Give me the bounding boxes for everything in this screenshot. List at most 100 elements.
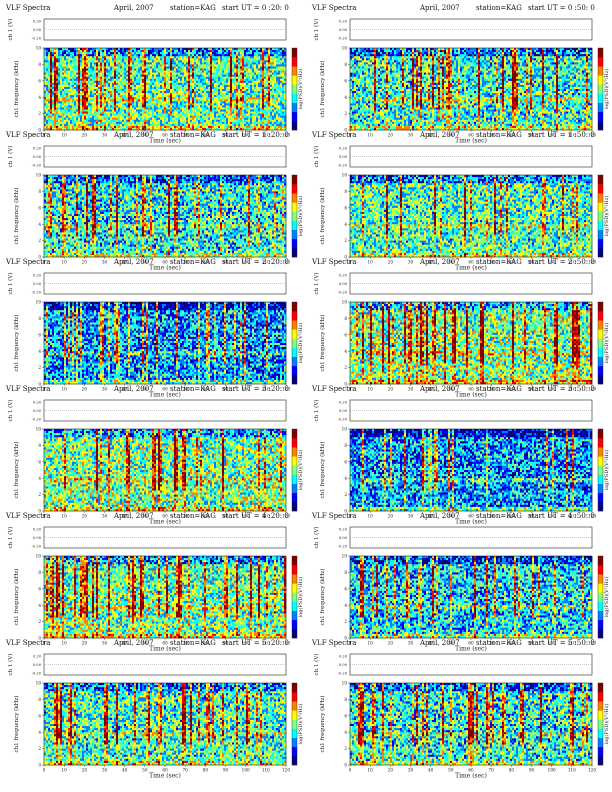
spectrogram-chart: 0.20 0.00 -0.20 ch 1 (V) 0 2 4 6 8 10 ch1 frequenc…	[313, 654, 610, 780]
x-tick-label: 10	[61, 387, 67, 392]
spectra-label: VLF Spectra	[312, 258, 356, 266]
ch1-axis-label: ch 1 (V)	[313, 654, 320, 676]
x-tick-label: 30	[408, 260, 414, 265]
x-tick-label: 90	[223, 641, 229, 646]
colorbar-segment	[598, 474, 603, 484]
y-tick-label: 0	[38, 255, 41, 260]
y-tick-label: 0	[344, 255, 347, 260]
ch1-tick-label: 0.20	[339, 147, 348, 151]
y-tick-label: 8	[344, 62, 347, 67]
x-tick-label: 110	[568, 260, 576, 265]
y-tick-label: 8	[38, 570, 41, 575]
y-tick-label: 0	[344, 636, 347, 641]
ch1-tick-label: 0.20	[33, 528, 42, 532]
spectra-label: VLF Spectra	[6, 131, 50, 139]
x-tick-label: 30	[408, 387, 414, 392]
x-tick-label: 100	[242, 641, 250, 646]
colorbar-segment	[598, 320, 603, 330]
ch1-tick-label: 0.20	[339, 274, 348, 278]
y-tick-label: 0	[344, 128, 347, 133]
panel-title: VLF Spectra April, 2007 station=KAG start U…	[4, 131, 300, 141]
colorbar-segment	[292, 320, 297, 330]
colorbar-segment	[292, 710, 297, 720]
x-tick-label: 30	[102, 387, 108, 392]
x-tick-label: 30	[408, 514, 414, 519]
x-tick-label: 100	[548, 641, 556, 646]
colorbar-segment	[598, 75, 603, 85]
y-tick-label: 2	[38, 365, 41, 370]
x-axis-label: Time (sec)	[455, 265, 487, 272]
colorbar-segment	[598, 184, 603, 194]
spectrogram-heatmap	[44, 175, 287, 258]
y-tick-label: 10	[342, 300, 348, 305]
start-time-label: start UT = 4 :50: 0	[528, 512, 595, 520]
x-tick-label: 0	[349, 641, 352, 646]
panel-title: VLF Spectra April, 2007 station=KAG start U…	[310, 512, 606, 522]
spectrogram-chart: 0.20 0.00 -0.20 ch 1 (V) 0 2 4 6 8 10 ch1 frequenc…	[313, 527, 610, 653]
colorbar-segment	[292, 211, 297, 221]
x-tick-label: 110	[262, 133, 270, 138]
colorbar-segment	[292, 111, 297, 122]
start-time-label: start UT = 2 :20: 0	[222, 258, 289, 266]
x-tick-label: 80	[203, 133, 209, 138]
colorbar-segment	[598, 728, 603, 738]
x-tick-label: 70	[488, 133, 494, 138]
x-tick-label: 80	[509, 387, 515, 392]
x-tick-label: 20	[82, 768, 88, 773]
colorbar-segment	[292, 347, 297, 357]
x-tick-label: 30	[102, 260, 108, 265]
colorbar-segment	[598, 710, 603, 720]
x-tick-label: 60	[468, 641, 474, 646]
x-tick-label: 80	[203, 768, 209, 773]
colorbar-frame	[291, 301, 298, 385]
ch1-tick-label: 0.20	[339, 655, 348, 659]
colorbar-segment	[292, 719, 297, 729]
spectrogram-chart: 0.20 0.00 -0.20 ch 1 (V) 0 2 4 6 8 10 ch1 frequenc…	[313, 19, 610, 145]
colorbar-segment	[598, 683, 603, 693]
x-tick-label: 10	[367, 133, 373, 138]
colorbar-segment	[598, 610, 603, 621]
x-tick-label: 90	[529, 768, 535, 773]
spectrogram-heatmap	[350, 429, 593, 512]
panel-title: VLF Spectra April, 2007 station=KAG start U…	[4, 385, 300, 395]
spectra-label: VLF Spectra	[312, 4, 356, 12]
date-label: April, 2007	[114, 258, 154, 266]
x-tick-label: 120	[588, 133, 596, 138]
colorbar-segment	[598, 737, 603, 748]
colorbar	[292, 683, 297, 766]
spectrogram-chart: 0.20 0.00 -0.20 ch 1 (V) 0 2 4 6 8 10 ch1 frequenc…	[7, 527, 304, 653]
y-tick-label: 6	[344, 459, 347, 464]
y-axis-label: ch1 frequency (kHz)	[319, 315, 326, 372]
ch1-tick-label: -0.20	[32, 418, 42, 422]
station-label: station=KAG	[476, 258, 522, 266]
y-tick-label: 10	[36, 300, 42, 305]
x-tick-label: 110	[262, 641, 270, 646]
y-tick-label: 2	[344, 111, 347, 116]
spectrogram-panel: VLF Spectra April, 2007 station=KAG start U…	[4, 131, 304, 272]
colorbar-segment	[598, 329, 603, 339]
y-tick-label: 8	[38, 62, 41, 67]
colorbar-segment	[292, 66, 297, 76]
y-tick-label: 4	[344, 222, 347, 227]
x-tick-label: 50	[448, 260, 454, 265]
ch1-axis-label: ch 1 (V)	[313, 146, 320, 168]
ch1-tick-label: 0.00	[33, 28, 42, 32]
spectrogram-panel: VLF Spectra April, 2007 station=KAG start U…	[310, 639, 610, 780]
y-tick-label: 10	[36, 554, 42, 559]
spectrogram-heatmap	[350, 302, 593, 385]
panel-title: VLF Spectra April, 2007 station=KAG start U…	[4, 512, 300, 522]
ch1-tick-label: 0.20	[339, 20, 348, 24]
ch1-tick-label: -0.20	[338, 672, 348, 676]
x-tick-label: 60	[468, 260, 474, 265]
colorbar-label: log(PSD)(V²/Hz)	[297, 69, 304, 110]
x-tick-label: 20	[388, 133, 394, 138]
colorbar-segment	[598, 93, 603, 103]
colorbar-segment	[292, 556, 297, 566]
colorbar-segment	[292, 619, 297, 630]
x-tick-label: 90	[223, 768, 229, 773]
ch1-tick-label: -0.20	[32, 37, 42, 41]
x-tick-label: 10	[367, 387, 373, 392]
colorbar-frame	[291, 428, 298, 512]
colorbar	[292, 429, 297, 512]
colorbar-segment	[598, 220, 603, 230]
